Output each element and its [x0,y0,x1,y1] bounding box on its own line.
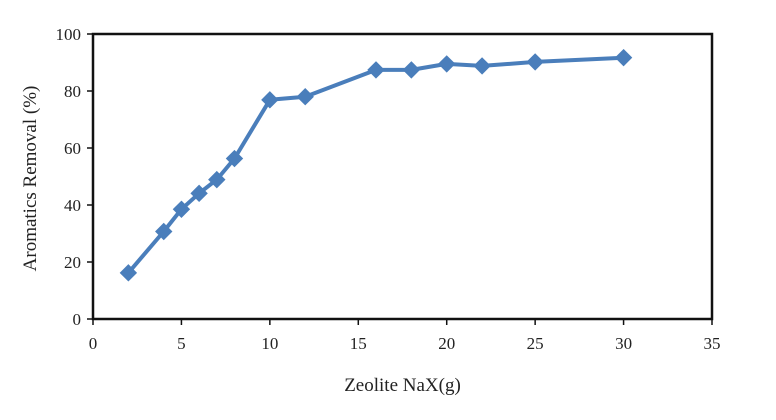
data-point [367,61,385,79]
series-line [126,55,626,275]
x-tick-label: 25 [527,334,544,353]
x-tick-label: 5 [177,334,186,353]
data-point [225,149,244,168]
data-point [261,91,279,109]
y-tick-label: 20 [64,253,81,272]
data-point [526,53,544,71]
x-tick-label: 20 [438,334,455,353]
x-tick-label: 15 [350,334,367,353]
series-layer [119,48,633,282]
data-point [402,61,421,79]
y-axis-ticks: 0 20 40 60 80 100 [56,25,93,329]
data-point [614,48,633,67]
y-tick-label: 40 [64,196,81,215]
data-point [119,264,138,282]
x-tick-label: 10 [261,334,278,353]
data-point [172,200,191,218]
y-tick-label: 60 [64,139,81,158]
x-axis-ticks: 0 5 10 15 20 25 30 35 [89,319,721,353]
y-tick-label: 0 [73,310,82,329]
data-point [473,57,491,75]
y-axis-title: Aromatics Removal (%) [20,86,41,272]
x-axis-title: Zeolite NaX(g) [344,375,461,396]
y-tick-label: 100 [56,25,82,44]
data-point [438,55,456,73]
data-point [208,170,226,189]
x-tick-label: 30 [615,334,632,353]
data-point [155,222,173,241]
data-point [190,184,208,203]
x-tick-label: 0 [89,334,98,353]
y-tick-label: 80 [64,82,81,101]
data-point [296,87,314,106]
plot-area-border [91,32,714,321]
x-tick-label: 35 [704,334,721,353]
